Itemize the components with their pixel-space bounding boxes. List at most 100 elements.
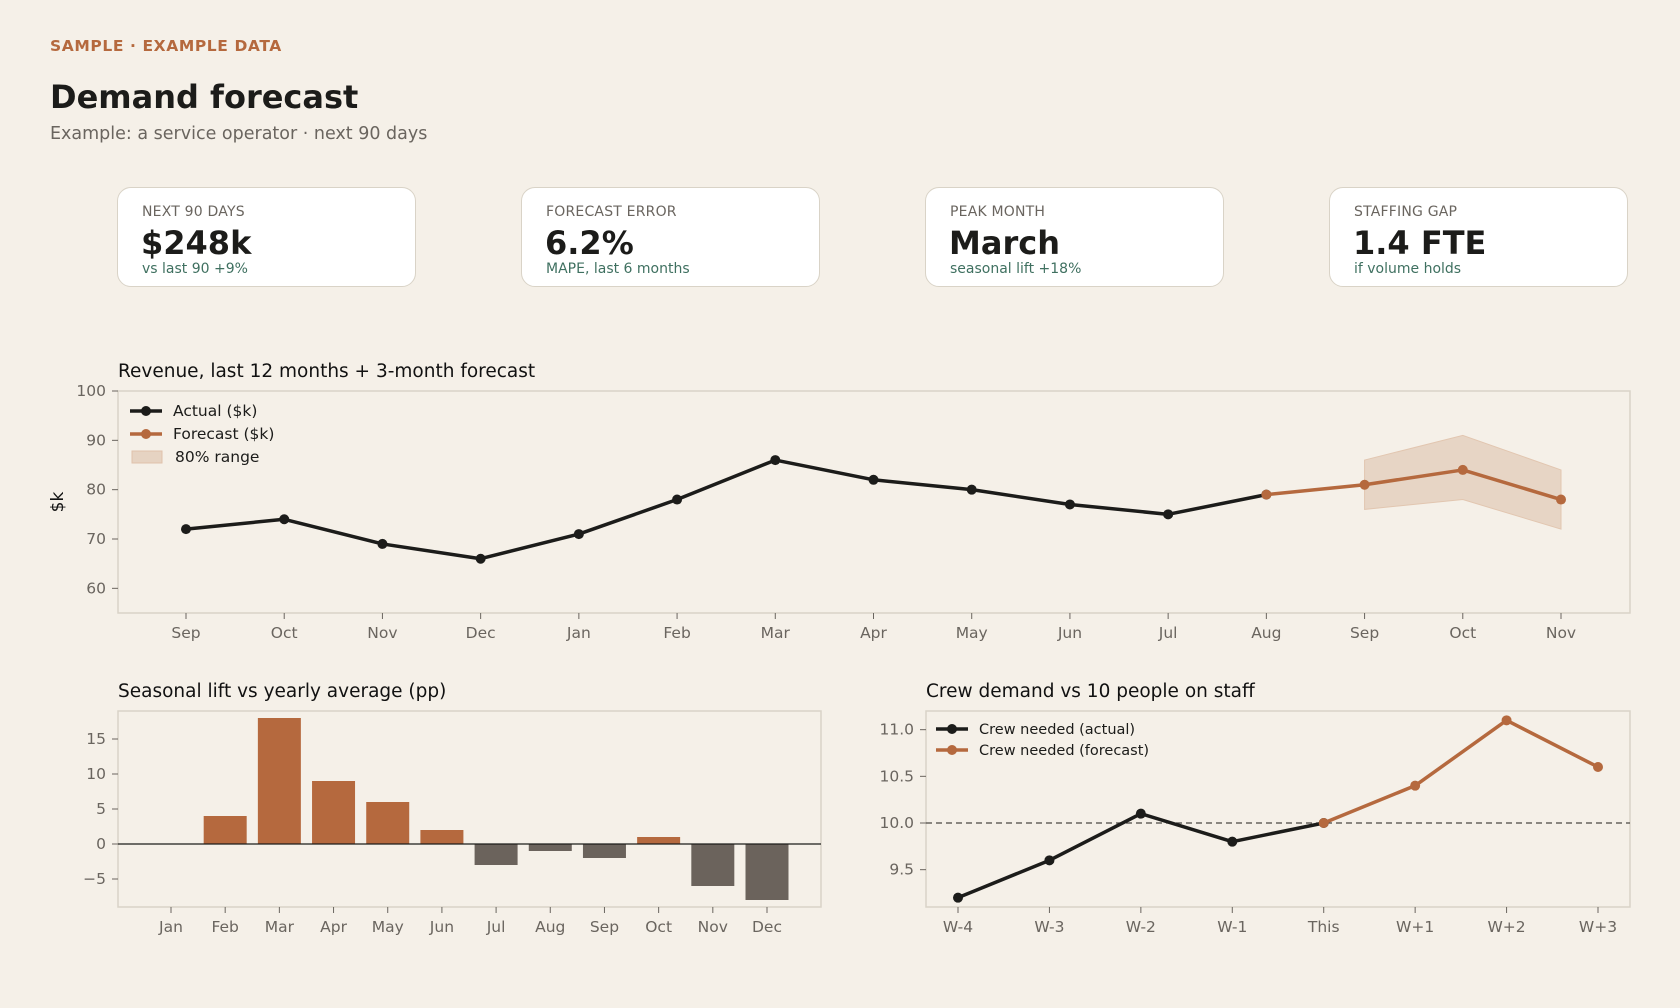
y-tick-label: 60 <box>86 579 106 597</box>
forecast-revenue-line <box>1266 468 1562 502</box>
x-tick-label: W+2 <box>1487 918 1525 936</box>
forecast-revenue-point <box>1556 494 1566 505</box>
x-tick-label: Sep <box>171 624 200 642</box>
kpi-label: PEAK MONTH <box>950 204 1046 220</box>
actual-revenue-point <box>1064 499 1075 510</box>
seasonal-bar <box>691 844 735 886</box>
x-tick-label: May <box>956 624 988 642</box>
y-tick-label: 90 <box>86 431 106 449</box>
actual-revenue-point <box>868 474 879 485</box>
x-tick-label: May <box>372 918 404 936</box>
x-tick-label: Sep <box>1350 624 1379 642</box>
forecast-revenue-point <box>1359 479 1370 490</box>
y-tick-label: 70 <box>86 530 106 548</box>
x-tick-label: Jul <box>486 918 506 936</box>
x-tick-label: W-1 <box>1217 918 1247 936</box>
x-tick-label: Jan <box>158 918 183 936</box>
x-tick-label: W+3 <box>1579 918 1617 936</box>
actual-revenue-point <box>672 494 683 505</box>
y-tick-label: 9.5 <box>889 861 914 879</box>
x-tick-label: Dec <box>466 624 496 642</box>
kpi-note: if volume holds <box>1354 261 1462 277</box>
legend-forecast-label: Forecast ($k) <box>173 425 274 443</box>
kpi-card-forecast-error: FORECAST ERROR 6.2% MAPE, last 6 months <box>521 187 820 287</box>
forecast-range-band <box>1364 434 1562 530</box>
legend-range-swatch <box>131 450 163 464</box>
kpi-value: 1.4 FTE <box>1353 224 1487 262</box>
kpi-label: STAFFING GAP <box>1354 204 1458 220</box>
page-subtitle: Example: a service operator · next 90 da… <box>50 124 428 144</box>
kpi-note: MAPE, last 6 months <box>546 261 690 277</box>
kpi-value: March <box>949 224 1060 262</box>
y-tick-label: 10.5 <box>879 767 914 785</box>
seasonal-bar <box>420 830 464 844</box>
y-tick-label: 10 <box>86 765 106 783</box>
legend-actual-marker <box>141 406 151 416</box>
x-tick-label: Sep <box>590 918 619 936</box>
crew-actual-line <box>957 811 1325 900</box>
seasonal-bar <box>474 844 518 865</box>
x-tick-label: Jul <box>1158 624 1178 642</box>
forecast-revenue-point <box>1457 464 1468 475</box>
actual-revenue-point <box>279 514 290 525</box>
crew-actual-point <box>1044 855 1055 866</box>
seasonal-bar <box>582 844 626 858</box>
actual-revenue-point <box>377 538 388 549</box>
x-tick-label: Oct <box>1449 624 1476 642</box>
x-tick-label: Mar <box>761 624 791 642</box>
x-tick-label: W-3 <box>1034 918 1064 936</box>
y-tick-label: 10.0 <box>879 814 914 832</box>
x-tick-label: Aug <box>1251 624 1281 642</box>
kpi-value: 6.2% <box>545 224 634 262</box>
x-tick-label: This <box>1307 918 1340 936</box>
legend-crew-forecast-label: Crew needed (forecast) <box>979 743 1149 759</box>
seasonal-bar <box>528 844 572 851</box>
x-tick-label: W-4 <box>943 918 973 936</box>
crew-forecast-point <box>1410 780 1421 791</box>
actual-revenue-point <box>573 529 584 540</box>
actual-revenue-point <box>181 524 191 535</box>
legend-actual-label: Actual ($k) <box>173 402 257 420</box>
actual-revenue-point <box>966 484 977 495</box>
y-tick-label: 0 <box>96 835 106 853</box>
actual-revenue-line <box>185 458 1267 561</box>
kpi-label: FORECAST ERROR <box>546 204 677 220</box>
x-tick-label: Apr <box>320 918 347 936</box>
kpi-label: NEXT 90 DAYS <box>142 204 245 220</box>
x-tick-label: Jun <box>1057 624 1082 642</box>
seasonal-bar <box>257 718 301 844</box>
x-tick-label: Oct <box>271 624 298 642</box>
seasonal-bar <box>637 837 681 844</box>
y-tick-label: −5 <box>83 870 106 888</box>
crew-actual-point <box>1227 836 1238 847</box>
seasonal-chart-title: Seasonal lift vs yearly average (pp) <box>118 681 447 702</box>
eyebrow-label: SAMPLE · EXAMPLE DATA <box>50 37 282 55</box>
y-tick-label: 15 <box>86 730 106 748</box>
x-tick-label: Aug <box>535 918 565 936</box>
y-tick-label: 5 <box>96 800 106 818</box>
crew-chart-title: Crew demand vs 10 people on staff <box>926 681 1255 702</box>
crew-chart-frame <box>925 710 1631 908</box>
seasonal-bar <box>203 816 247 844</box>
seasonal-bar <box>312 781 356 844</box>
x-tick-label: Oct <box>645 918 672 936</box>
x-tick-label: W-2 <box>1126 918 1156 936</box>
legend-crew-forecast-marker <box>947 745 957 755</box>
y-tick-label: 11.0 <box>879 721 914 739</box>
kpi-card-next-90-days: NEXT 90 DAYS $248k vs last 90 +9% <box>117 187 416 287</box>
seasonal-bar <box>745 844 789 900</box>
kpi-note: vs last 90 +9% <box>142 261 248 277</box>
x-tick-label: Dec <box>752 918 782 936</box>
forecast-revenue-point <box>1261 489 1272 500</box>
kpi-value: $248k <box>141 224 252 262</box>
kpi-note: seasonal lift +18% <box>950 261 1082 277</box>
x-tick-label: Apr <box>860 624 887 642</box>
x-tick-label: Mar <box>265 918 295 936</box>
page-title: Demand forecast <box>50 78 359 116</box>
legend-range-label: 80% range <box>175 448 259 466</box>
actual-revenue-point <box>770 455 781 466</box>
crew-forecast-point <box>1501 715 1512 726</box>
x-tick-label: Nov <box>367 624 397 642</box>
kpi-card-staffing-gap: STAFFING GAP 1.4 FTE if volume holds <box>1329 187 1628 287</box>
